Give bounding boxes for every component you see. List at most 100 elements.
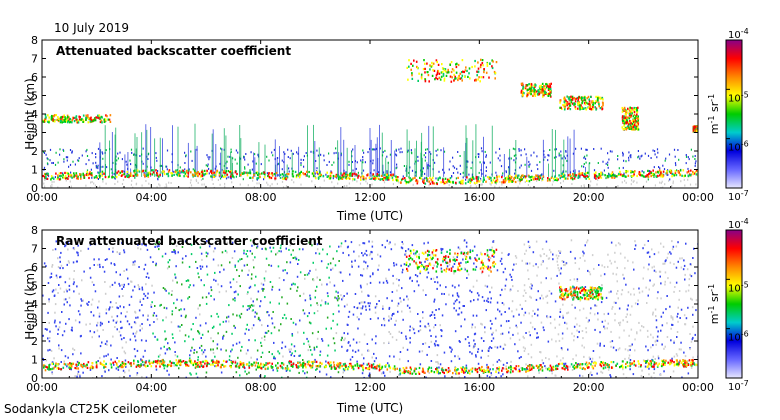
noise-pixel [631,343,633,346]
speckle-pixel [67,156,69,159]
noise-pixel [475,265,478,268]
speckle-pixel [142,147,144,150]
streak [421,132,423,177]
boundary-layer-pixel [476,181,478,184]
speckle-pixel [316,149,318,152]
speckle-pixel [662,186,664,188]
noise-pixel [142,363,144,366]
mid-cloud-pixel [548,87,550,91]
mid-cloud-pixel [526,89,529,92]
boundary-layer-pixel [662,174,665,177]
boundary-layer-pixel [473,181,476,185]
noise-pixel [528,246,531,249]
noise-pixel [672,370,675,373]
speckle-pixel [485,174,487,177]
noise-pixel [212,258,215,261]
boundary-layer-pixel [215,173,217,176]
speckle-pixel [191,159,193,162]
mid-cloud-pixel [453,69,455,72]
boundary-layer-pixel [99,172,102,175]
mid-cloud-pixel [467,75,469,78]
noise-pixel [266,331,268,334]
cloud-pixel [622,117,625,120]
speckle-pixel [494,185,496,188]
mid-cloud-pixel [443,77,446,80]
boundary-layer-pixel [620,173,622,176]
noise-pixel [313,348,316,351]
boundary-layer-pixel [252,176,254,179]
cloud-pixel [625,115,627,118]
noise-pixel [185,314,187,317]
noise-pixel [353,306,356,309]
noise-pixel [629,348,631,351]
mid-cloud-pixel [426,71,429,74]
noise-pixel [436,361,439,364]
boundary-layer-pixel [284,176,286,180]
streak [542,139,544,177]
noise-pixel [154,246,156,248]
speckle-pixel [558,154,560,157]
noise-pixel [51,264,54,266]
noise-pixel [671,248,674,251]
noise-pixel [456,256,458,258]
boundary-layer-pixel [315,177,317,180]
noise-pixel [263,288,265,290]
boundary-layer-pixel [151,169,153,172]
speckle-pixel [517,179,519,182]
noise-pixel [200,344,203,347]
noise-pixel [400,246,403,249]
noise-pixel [99,266,101,268]
noise-pixel [601,284,603,286]
noise-pixel [271,322,274,325]
noise-pixel [652,311,654,314]
noise-pixel [492,331,494,334]
noise-pixel [327,302,329,305]
speckle-pixel [49,159,51,162]
noise-pixel [256,246,258,249]
noise-pixel [153,312,155,315]
speckle-pixel [300,164,302,167]
noise-pixel [472,346,475,349]
boundary-layer-pixel [515,174,517,177]
noise-pixel [241,269,243,272]
boundary-layer-pixel [532,177,534,180]
boundary-layer-pixel [222,175,225,179]
noise-pixel [246,255,249,258]
boundary-layer-pixel [130,174,133,177]
boundary-layer-pixel [597,176,600,179]
noise-pixel [87,303,89,306]
noise-pixel [471,326,473,329]
mid-cloud-pixel [465,66,467,69]
speckle-pixel [639,157,641,160]
streak [481,163,482,177]
speckle-pixel [608,173,610,176]
noise-pixel [153,291,155,294]
boundary-layer-pixel [457,176,459,179]
boundary-layer-pixel [445,181,448,184]
mid-cloud-pixel [602,98,604,101]
boundary-layer-pixel [175,169,177,172]
boundary-layer-pixel [298,175,301,179]
noise-pixel [184,316,187,319]
speckle-pixel [470,184,472,187]
boundary-layer-pixel [396,179,398,182]
noise-pixel [302,292,305,295]
speckle-pixel [102,180,104,183]
noise-pixel [348,254,350,257]
mid-cloud-pixel [415,60,418,63]
noise-pixel [220,371,223,374]
noise-pixel [110,262,112,265]
noise-pixel [170,321,173,324]
noise-pixel [299,271,302,274]
noise-pixel [639,329,642,332]
boundary-layer-pixel [490,179,493,182]
speckle-pixel [269,184,271,187]
low-cloud-pixel [53,115,55,118]
noise-pixel [624,256,626,259]
noise-pixel [428,346,430,348]
cloud-pixel [633,128,635,131]
noise-pixel [523,337,525,340]
speckle-pixel [671,172,673,175]
noise-pixel [155,264,157,267]
y-tick-label: 4 [31,108,38,121]
